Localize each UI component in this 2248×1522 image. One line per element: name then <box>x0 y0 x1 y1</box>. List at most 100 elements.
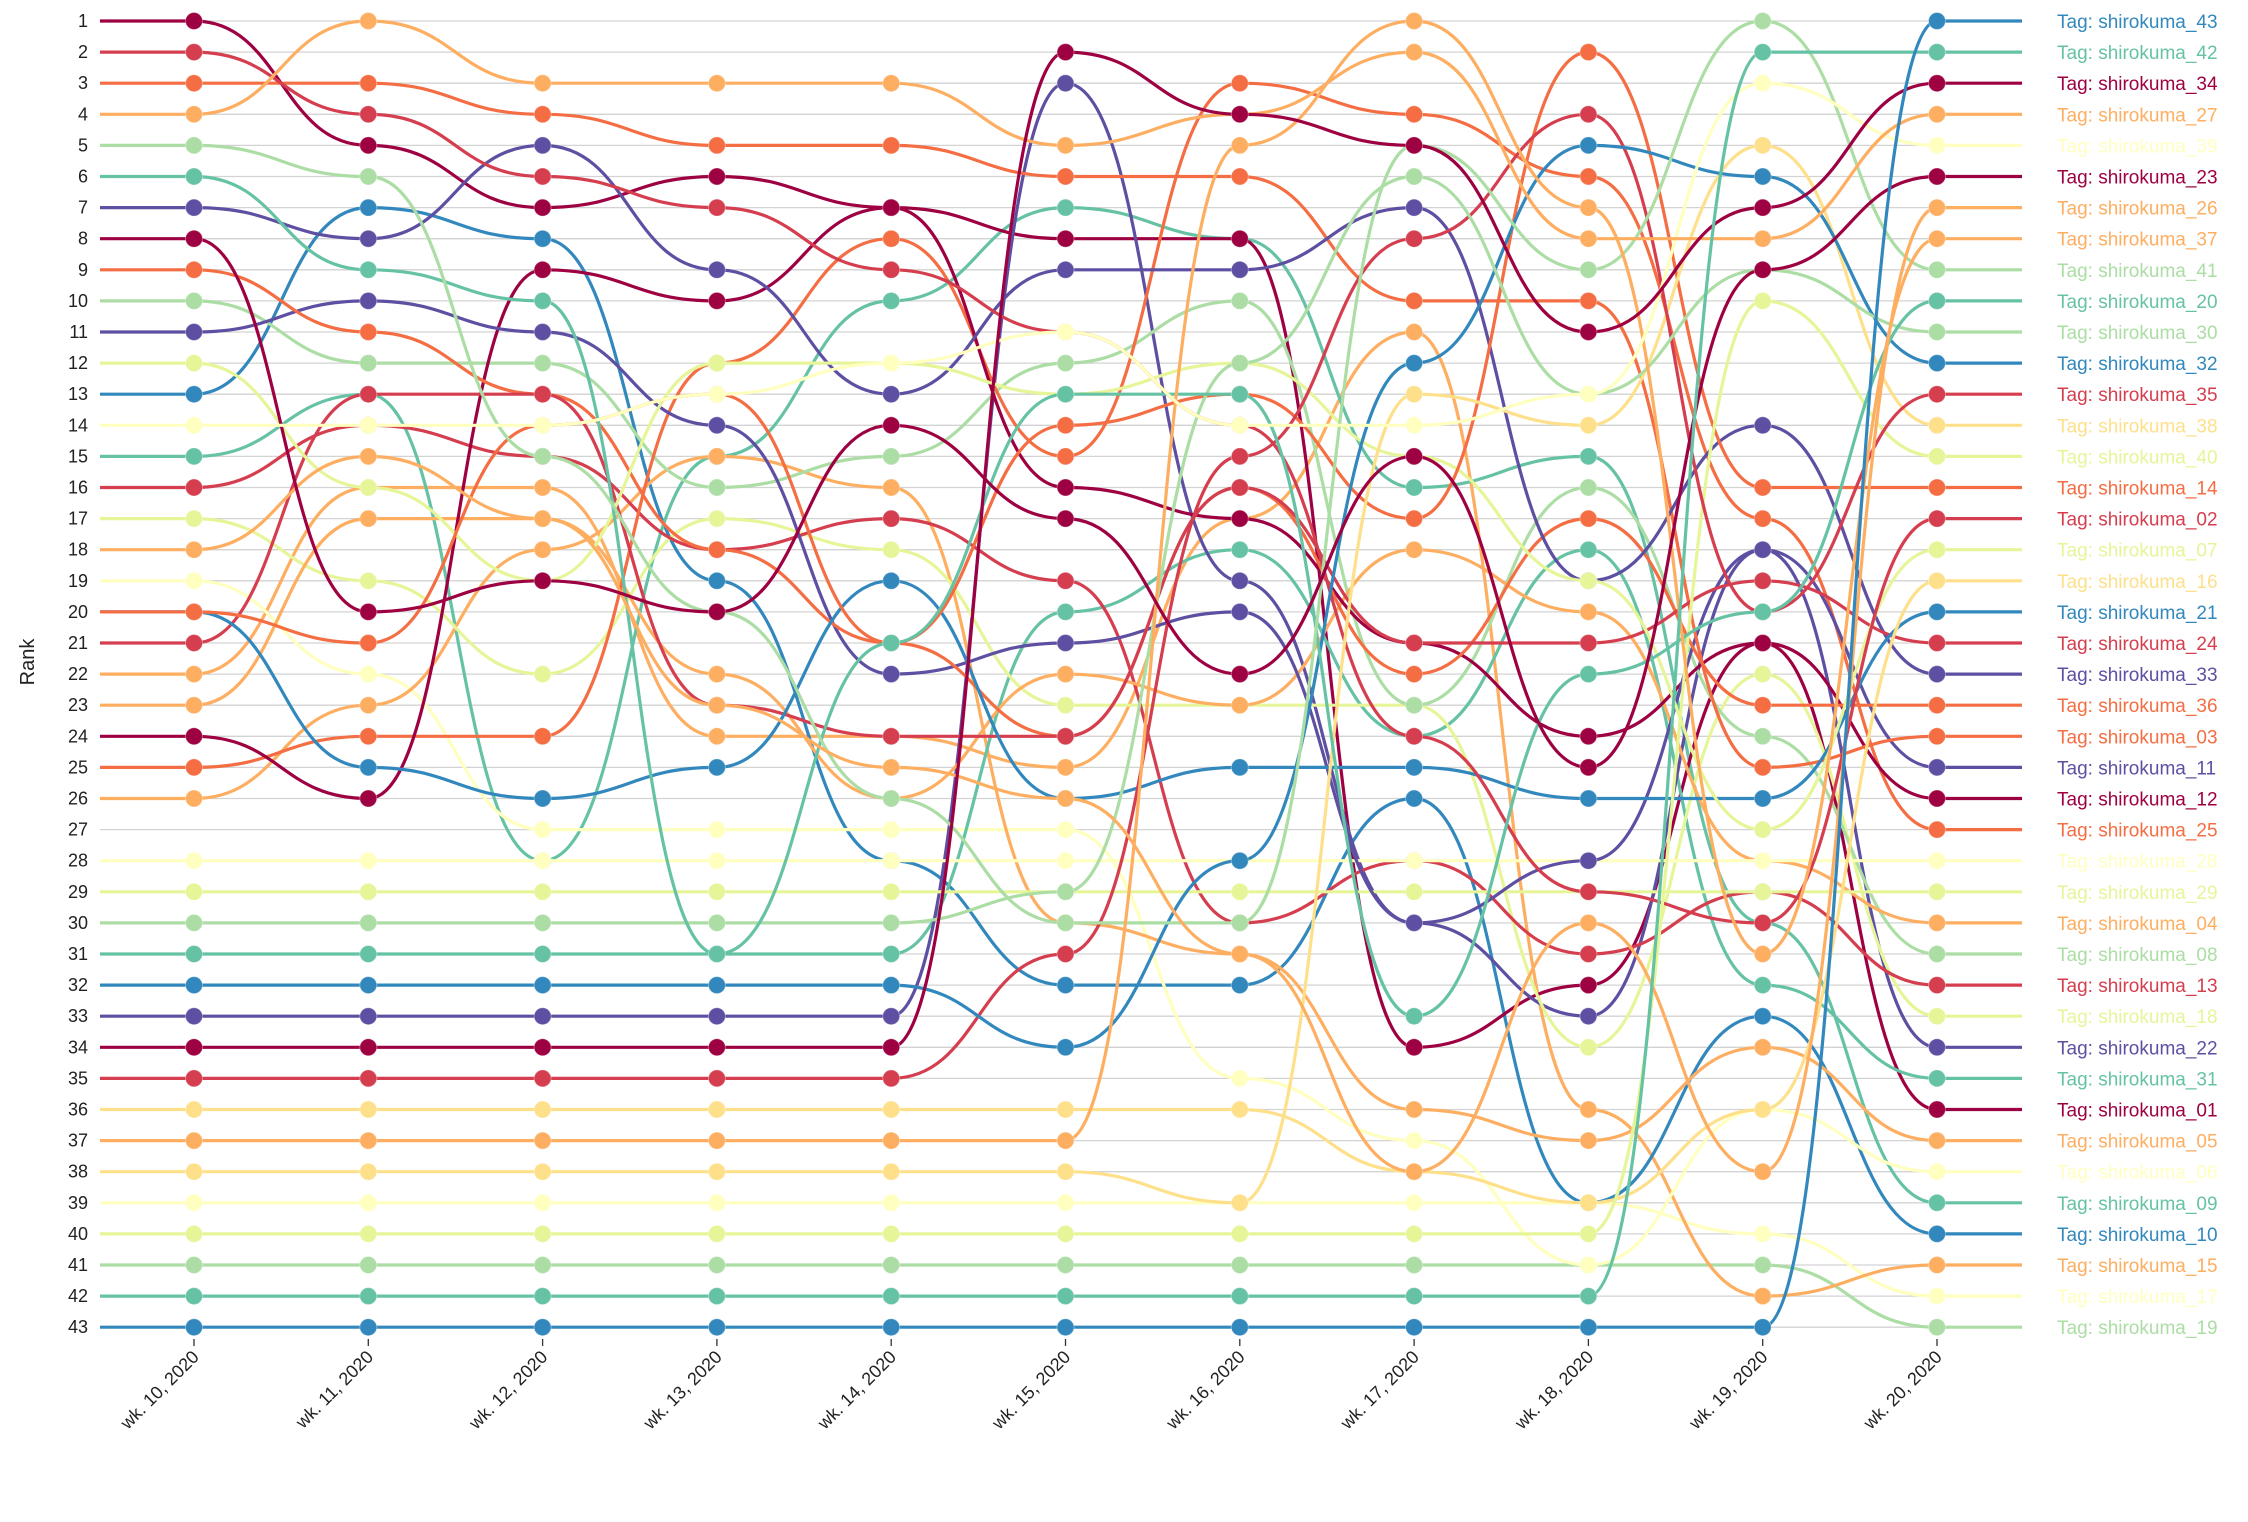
data-point <box>359 1038 378 1057</box>
data-point <box>359 509 378 528</box>
data-point <box>185 198 203 217</box>
data-point <box>882 1287 901 1306</box>
y-tick-label: 27 <box>68 820 88 840</box>
y-tick-label: 28 <box>68 851 88 871</box>
data-point <box>1230 976 1249 995</box>
series-tag-shirokuma-37 <box>100 12 2022 1150</box>
data-point <box>1928 447 1946 466</box>
y-tick-label: 41 <box>68 1255 88 1275</box>
y-tick-label: 11 <box>69 322 88 342</box>
data-point <box>1579 260 1598 279</box>
data-point <box>1230 665 1249 684</box>
data-point <box>882 198 901 217</box>
y-axis-ticks: 1234567891011121314151617181920212223242… <box>68 11 88 1337</box>
data-point <box>533 509 552 528</box>
data-point <box>1056 43 1075 62</box>
data-point <box>1753 540 1772 559</box>
data-point <box>533 1318 552 1337</box>
data-point <box>1230 1100 1249 1119</box>
data-point <box>882 1100 901 1119</box>
data-point <box>533 1193 552 1212</box>
data-point <box>359 260 378 279</box>
data-point <box>1579 1007 1598 1026</box>
data-point <box>185 12 203 30</box>
data-point <box>359 1256 378 1274</box>
data-point <box>1579 1038 1598 1057</box>
data-point <box>882 447 901 466</box>
data-point <box>359 416 378 435</box>
data-point <box>1056 1287 1075 1306</box>
data-point <box>1928 851 1946 870</box>
data-point <box>1579 1193 1598 1212</box>
data-point <box>1056 1193 1075 1212</box>
data-point <box>185 323 203 341</box>
data-point <box>1579 323 1598 341</box>
data-point <box>359 634 378 652</box>
data-point <box>185 167 203 186</box>
data-point <box>1579 385 1598 404</box>
data-point <box>1928 758 1946 777</box>
series-tag-shirokuma-39 <box>100 74 2022 435</box>
data-point <box>1579 789 1598 808</box>
data-point <box>1405 385 1424 404</box>
data-point <box>707 1131 726 1150</box>
data-point <box>185 1162 203 1181</box>
legend-label: Tag: shirokuma_40 <box>2057 447 2218 468</box>
y-tick-label: 19 <box>68 571 88 591</box>
data-point <box>1405 789 1424 808</box>
series-tag-shirokuma-03 <box>100 74 2022 777</box>
data-point <box>185 1318 203 1337</box>
y-tick-label: 14 <box>68 415 88 435</box>
series-tag-shirokuma-31 <box>100 540 2022 1088</box>
data-point <box>533 1224 552 1243</box>
data-point <box>1230 229 1249 248</box>
series-line <box>100 81 2022 427</box>
y-tick-label: 18 <box>68 540 88 560</box>
data-point <box>1928 354 1946 373</box>
data-point <box>1928 167 1946 186</box>
y-tick-label: 10 <box>68 291 88 311</box>
data-point <box>882 1069 901 1088</box>
data-point <box>1405 198 1424 217</box>
data-point <box>359 198 378 217</box>
data-point <box>1405 1287 1424 1306</box>
legend-label: Tag: shirokuma_08 <box>2057 945 2218 966</box>
data-point <box>1928 696 1946 715</box>
data-point <box>1056 913 1075 932</box>
data-point <box>882 1318 901 1337</box>
data-point <box>359 696 378 715</box>
x-tick-label: wk. 10, 2020 <box>116 1347 203 1434</box>
data-point <box>185 1131 203 1150</box>
legend-label: Tag: shirokuma_16 <box>2057 572 2218 593</box>
data-point <box>533 1069 552 1088</box>
y-tick-label: 20 <box>68 602 88 622</box>
data-point <box>1753 727 1772 746</box>
data-point <box>359 882 378 901</box>
data-point <box>1753 478 1772 497</box>
data-point <box>1753 1007 1772 1026</box>
y-tick-label: 22 <box>68 664 88 684</box>
data-point <box>1230 260 1249 279</box>
data-point <box>882 913 901 932</box>
data-point <box>1056 229 1075 248</box>
data-point <box>882 540 901 559</box>
data-point <box>707 602 726 621</box>
x-tick-label: wk. 12, 2020 <box>464 1347 551 1434</box>
y-tick-label: 3 <box>78 73 88 93</box>
data-point <box>1579 291 1598 310</box>
data-point <box>882 1193 901 1212</box>
data-point <box>1405 1100 1424 1119</box>
data-point <box>533 789 552 808</box>
legend-label: Tag: shirokuma_14 <box>2057 479 2218 500</box>
data-point <box>1753 1162 1772 1181</box>
y-tick-label: 29 <box>68 882 88 902</box>
series-tag-shirokuma-23 <box>100 167 2022 777</box>
legend-label: Tag: shirokuma_30 <box>2057 323 2218 344</box>
data-point <box>1230 167 1249 186</box>
series-line <box>100 19 2022 241</box>
data-point <box>185 976 203 995</box>
data-point <box>359 291 378 310</box>
data-point <box>1928 1287 1946 1306</box>
data-point <box>533 323 552 341</box>
data-point <box>1056 665 1075 684</box>
